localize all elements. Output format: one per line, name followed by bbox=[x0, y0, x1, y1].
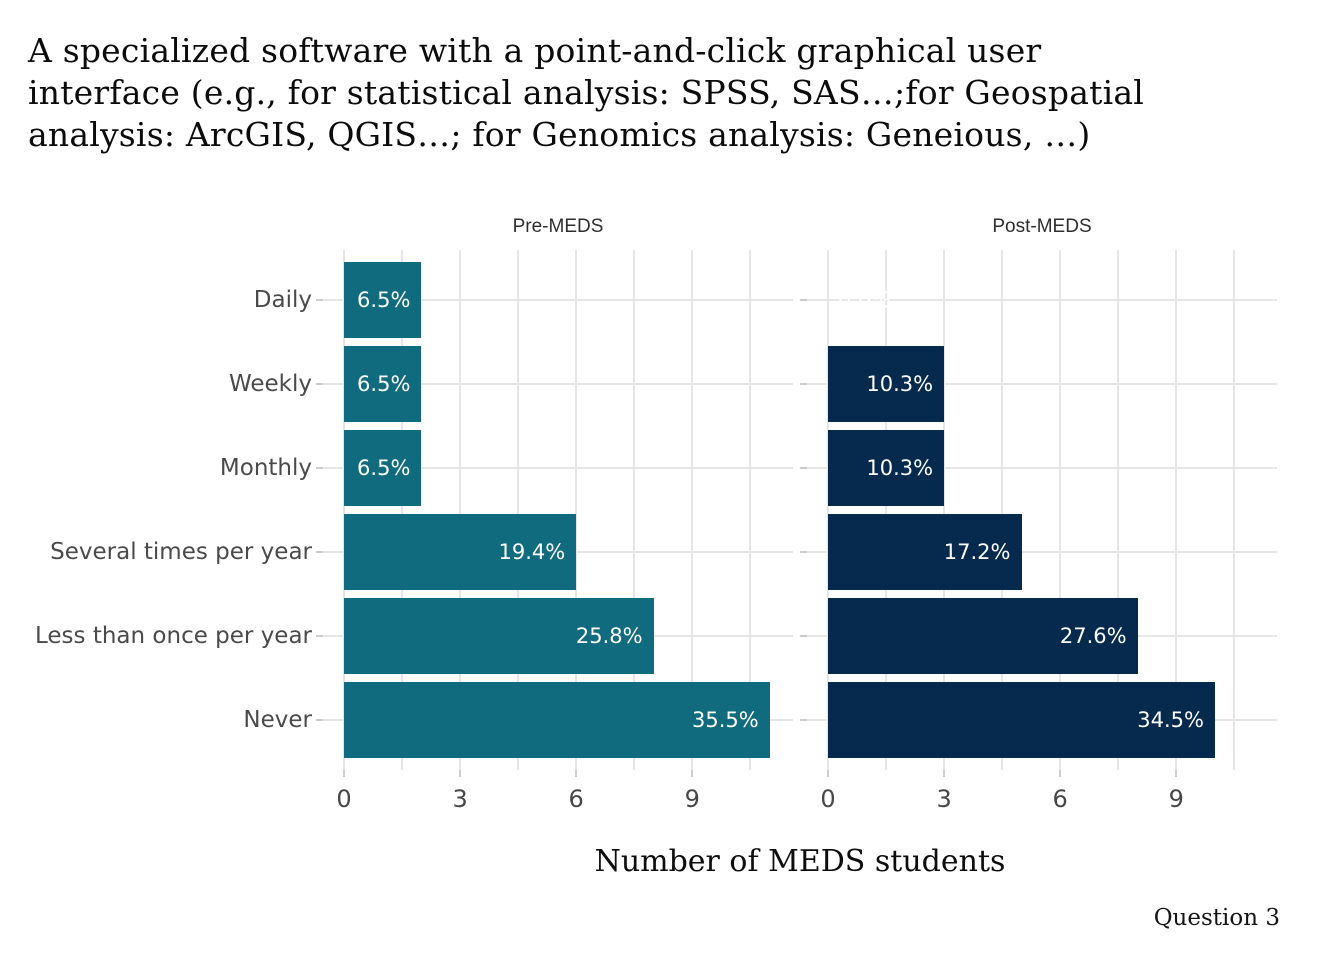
y-category-label: Less than once per year bbox=[35, 623, 312, 649]
gridline-horizontal bbox=[323, 299, 793, 301]
bar-pre-meds bbox=[344, 430, 422, 506]
x-tick-label: 3 bbox=[936, 785, 952, 813]
gridline-horizontal bbox=[323, 383, 793, 385]
bar-pre-meds bbox=[344, 598, 654, 674]
bar-value-label: 10.3% bbox=[866, 372, 934, 396]
x-tick-label: 9 bbox=[684, 785, 700, 813]
gridline-vertical bbox=[885, 250, 888, 770]
facet-label-pre-meds: Pre-MEDS bbox=[512, 216, 604, 237]
bar-value-label: 10.3% bbox=[866, 456, 934, 480]
bar-post-meds bbox=[828, 346, 945, 422]
y-category-label: Daily bbox=[253, 287, 312, 313]
x-tick-label: 6 bbox=[1052, 785, 1068, 813]
gridline-vertical bbox=[517, 250, 520, 770]
chart-title-line: interface (e.g., for statistical analysi… bbox=[28, 73, 1144, 112]
gridline-horizontal bbox=[807, 299, 1277, 301]
y-axis-tick bbox=[800, 551, 807, 553]
gridline-vertical bbox=[459, 250, 462, 770]
panel-pre-meds: 6.5% 6.5% 6.5% 19.4% 25.8% 35.5% bbox=[316, 250, 793, 777]
y-axis-tick bbox=[316, 551, 323, 553]
x-axis-tick bbox=[943, 770, 946, 777]
bar-value-label: 17.2% bbox=[943, 540, 1011, 564]
bar-value-label: 6.5% bbox=[357, 456, 411, 480]
bar-pre-meds bbox=[344, 262, 422, 338]
y-axis-tick bbox=[316, 383, 323, 385]
x-tick-label: 0 bbox=[336, 785, 352, 813]
x-tick-label: 0 bbox=[820, 785, 836, 813]
chart-caption: Question 3 bbox=[1153, 905, 1280, 931]
y-axis-tick bbox=[316, 299, 323, 301]
x-axis-tick bbox=[1175, 770, 1178, 777]
gridline-horizontal bbox=[323, 467, 793, 469]
y-category-label: Monthly bbox=[219, 455, 312, 481]
y-axis-tick bbox=[800, 719, 807, 721]
bar-post-meds bbox=[828, 430, 945, 506]
gridline-vertical bbox=[343, 250, 345, 770]
gridline-vertical bbox=[943, 250, 946, 770]
gridline-horizontal bbox=[807, 551, 1277, 553]
y-axis-tick bbox=[800, 467, 807, 469]
x-tick-label: 9 bbox=[1168, 785, 1184, 813]
x-axis-tick bbox=[343, 770, 345, 777]
y-axis-tick bbox=[800, 299, 807, 301]
bar-value-label: 25.8% bbox=[575, 624, 643, 648]
y-axis-tick bbox=[800, 383, 807, 385]
gridline-horizontal bbox=[807, 383, 1277, 385]
bar-value-label: 34.5% bbox=[1137, 708, 1204, 732]
chart-title-line: analysis: ArcGIS, QGIS…; for Genomics an… bbox=[28, 115, 1091, 154]
bar-value-label: 19.4% bbox=[498, 540, 566, 564]
x-tick-label: 3 bbox=[452, 785, 468, 813]
bar-value-label: 6.5% bbox=[357, 372, 411, 396]
gridline-vertical bbox=[1059, 250, 1062, 770]
bar-post-meds bbox=[828, 598, 1138, 674]
x-tick-label: 6 bbox=[568, 785, 584, 813]
gridline-vertical bbox=[633, 250, 636, 770]
chart-title-line: A specialized software with a point-and-… bbox=[28, 31, 1042, 70]
gridline-vertical bbox=[827, 250, 829, 770]
bar-value-label: 0.0% bbox=[838, 288, 892, 312]
x-axis-tick bbox=[1059, 770, 1062, 777]
y-axis-tick bbox=[316, 467, 323, 469]
bar-pre-meds bbox=[344, 346, 422, 422]
bar-pre-meds bbox=[344, 514, 577, 590]
y-axis-tick bbox=[316, 719, 323, 721]
bar-value-label: 27.6% bbox=[1059, 624, 1127, 648]
y-axis-tick bbox=[800, 635, 807, 637]
y-axis-tick bbox=[316, 635, 323, 637]
gridline-vertical bbox=[1175, 250, 1178, 770]
panel-post-meds: 0.0% 10.3% 10.3% 17.2% 27.6% 34.5% bbox=[800, 250, 1277, 777]
x-axis-tick bbox=[691, 770, 694, 777]
bar-value-label: 35.5% bbox=[691, 708, 759, 732]
y-category-label: Weekly bbox=[228, 371, 312, 397]
bar-value-label: 6.5% bbox=[357, 288, 411, 312]
gridline-vertical bbox=[1233, 250, 1236, 770]
facet-label-post-meds: Post-MEDS bbox=[992, 216, 1092, 237]
x-axis-tick bbox=[575, 770, 578, 777]
x-axis-title: Number of MEDS students bbox=[594, 844, 1006, 879]
gridline-vertical bbox=[1117, 250, 1120, 770]
gridline-vertical bbox=[691, 250, 694, 770]
chart-title: A specialized software with a point-and-… bbox=[28, 30, 1318, 156]
x-axis-tick bbox=[827, 770, 829, 777]
gridline-vertical bbox=[749, 250, 752, 770]
gridline-vertical bbox=[401, 250, 404, 770]
gridline-vertical bbox=[575, 250, 578, 770]
gridline-horizontal bbox=[807, 467, 1277, 469]
y-category-label: Never bbox=[243, 707, 312, 733]
bar-pre-meds bbox=[344, 682, 770, 758]
bar-post-meds bbox=[828, 682, 1215, 758]
gridline-vertical bbox=[1001, 250, 1004, 770]
y-category-label: Several times per year bbox=[50, 539, 312, 565]
bar-post-meds bbox=[828, 514, 1022, 590]
x-axis-tick bbox=[459, 770, 462, 777]
